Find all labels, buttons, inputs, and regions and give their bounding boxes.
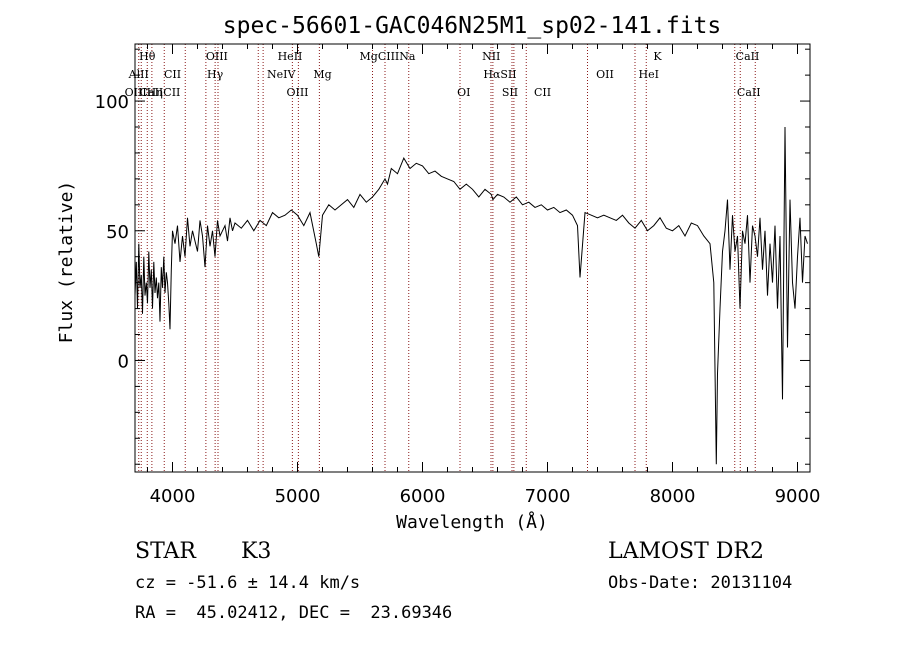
- marker-label-4: CII: [164, 68, 181, 81]
- coordinates: RA = 45.02412, DEC = 23.69346: [135, 603, 453, 623]
- marker-label-9: OIII: [286, 86, 308, 99]
- x-tick-label: 9000: [775, 486, 821, 507]
- plot-frame: [134, 43, 811, 473]
- marker-label-16: CII: [534, 86, 551, 99]
- object-subclass: K3: [241, 539, 272, 564]
- marker-label-11: MgCIIINa: [360, 50, 416, 63]
- x-axis-label: Wavelength (Å): [396, 511, 548, 533]
- marker-label-2: OIIIHη: [125, 86, 163, 99]
- marker-label-20: CaII: [736, 50, 760, 63]
- redshift-readout: cz = -51.6 ± 14.4 km/s: [135, 573, 361, 593]
- marker-label-14: OI: [457, 86, 470, 99]
- emission-line-labels: HθAlIIOIIIHηCaIICIICIIOIIIHγHeIINeIVOIII…: [125, 50, 761, 99]
- obs-date: Obs-Date: 20131104: [608, 573, 793, 593]
- y-tick-label: 100: [95, 92, 129, 113]
- marker-label-1: AlII: [128, 68, 149, 81]
- x-axis-ticks: 4000 5000 6000 7000 8000 9000: [147, 44, 821, 507]
- y-axis-label: Flux (relative): [56, 181, 77, 344]
- marker-label-12: NII: [482, 50, 500, 63]
- spectrum-line: [134, 126, 808, 465]
- marker-label-19: HeI: [639, 68, 659, 81]
- survey-name: LAMOST DR2: [608, 539, 764, 564]
- chart-title: spec-56601-GAC046N25M1_sp02-141.fits: [223, 13, 722, 39]
- marker-label-5: OIII: [206, 50, 228, 63]
- marker-label-10: Mg: [313, 68, 331, 81]
- x-tick-label: 6000: [400, 486, 446, 507]
- marker-label-7: HeII: [278, 50, 303, 63]
- x-tick-label: 8000: [650, 486, 696, 507]
- marker-label-18: K: [653, 50, 662, 63]
- marker-label-0: Hθ: [139, 50, 156, 63]
- x-tick-label: 5000: [275, 486, 321, 507]
- x-tick-label: 4000: [150, 486, 196, 507]
- marker-label-15: SII: [502, 86, 518, 99]
- object-class: STAR: [135, 539, 196, 564]
- marker-label-6: Hγ: [207, 68, 224, 81]
- marker-label-21: CaII: [737, 86, 761, 99]
- marker-label-17: OII: [596, 68, 614, 81]
- x-tick-label: 7000: [525, 486, 571, 507]
- y-tick-label: 0: [118, 351, 129, 372]
- marker-label-13: HαSII: [483, 68, 516, 81]
- marker-label-8: NeIV: [267, 68, 296, 81]
- y-axis-ticks: 0 50 100: [95, 48, 810, 465]
- emission-line-markers: [138, 44, 756, 472]
- marker-label-3: CaIICII: [140, 86, 181, 99]
- y-tick-label: 50: [106, 222, 129, 243]
